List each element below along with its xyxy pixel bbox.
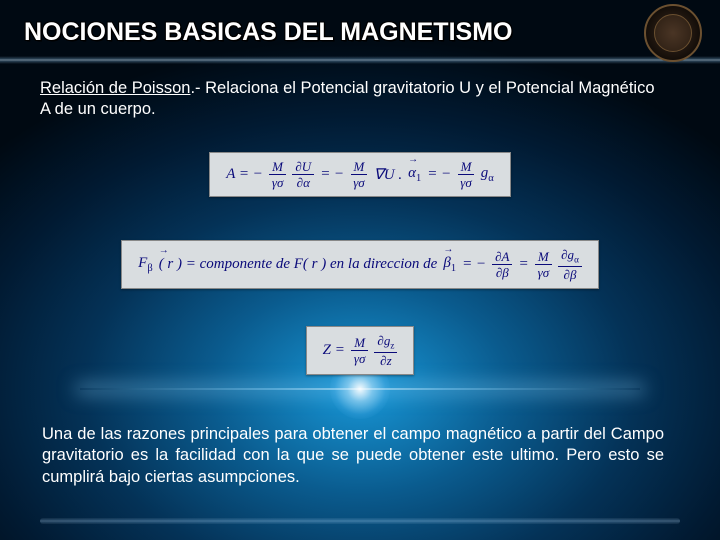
slide: NOCIONES BASICAS DEL MAGNETISMO Relación… bbox=[0, 0, 720, 540]
intro-paragraph: Relación de Poisson.- Relaciona el Poten… bbox=[40, 78, 660, 121]
conclusion-paragraph: Una de las razones principales para obte… bbox=[42, 424, 664, 488]
equation-1: A = − Mγσ ∂U∂α = − Mγσ ∇U . α1 = − Mγσ g… bbox=[209, 152, 511, 197]
eq1-mid2: = − bbox=[320, 166, 344, 183]
eq2-pre: Fβ bbox=[138, 255, 153, 274]
eq1-mid4: = − bbox=[427, 166, 451, 183]
eq3-frac2: ∂gz∂z bbox=[374, 334, 397, 367]
university-seal-icon bbox=[644, 4, 702, 62]
title-underline bbox=[0, 56, 720, 64]
equation-2-row: Fβ ( r ) = componente de F( r ) en la di… bbox=[0, 240, 720, 289]
eq2-mid2: = bbox=[518, 256, 528, 273]
poisson-term: Relación de Poisson bbox=[40, 79, 190, 97]
eq2-r1: ( r ) = componente de F( r ) en la direc… bbox=[159, 256, 438, 273]
eq1-frac4: Mγσ bbox=[457, 160, 475, 189]
eq2-beta-hat: β1 bbox=[443, 255, 456, 274]
eq1-frac2: ∂U∂α bbox=[292, 160, 314, 189]
equation-1-row: A = − Mγσ ∂U∂α = − Mγσ ∇U . α1 = − Mγσ g… bbox=[0, 152, 720, 197]
eq2-frac2: Mγσ bbox=[535, 250, 553, 279]
slide-title: NOCIONES BASICAS DEL MAGNETISMO bbox=[24, 18, 696, 47]
equation-3: Z = Mγσ ∂gz∂z bbox=[306, 326, 415, 375]
eq1-mid3: ∇U . bbox=[374, 165, 402, 184]
footer-divider bbox=[40, 518, 680, 524]
eq1-pre: A = − bbox=[226, 166, 263, 183]
eq3-pre: Z = bbox=[323, 342, 345, 359]
eq1-frac3: Mγσ bbox=[350, 160, 368, 189]
eq1-frac1: Mγσ bbox=[269, 160, 287, 189]
seal-inner bbox=[654, 14, 692, 52]
eq2-mid1: = − bbox=[462, 256, 486, 273]
eq1-tail: gα bbox=[481, 165, 494, 184]
eq1-alpha-hat: α1 bbox=[408, 165, 421, 184]
equation-2: Fβ ( r ) = componente de F( r ) en la di… bbox=[121, 240, 599, 289]
eq3-frac1: Mγσ bbox=[351, 336, 369, 365]
equation-3-row: Z = Mγσ ∂gz∂z bbox=[0, 326, 720, 375]
eq2-frac3: ∂gα∂β bbox=[558, 248, 582, 281]
eq2-frac1: ∂A∂β bbox=[492, 250, 512, 279]
